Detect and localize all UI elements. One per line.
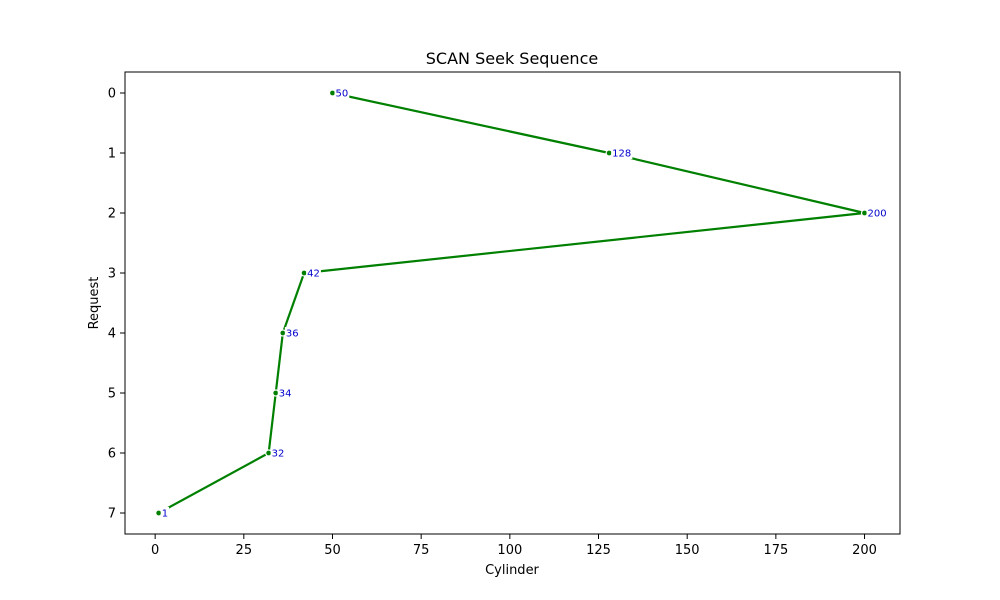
x-tick-label: 75: [413, 543, 430, 558]
data-label-background: [277, 387, 293, 399]
data-label-background: [284, 327, 300, 339]
x-tick-label: 200: [852, 543, 877, 558]
series-line: [158, 91, 866, 514]
y-tick-label: 5: [108, 387, 116, 402]
x-axis-label: Cylinder: [485, 563, 539, 578]
y-axis-label: Request: [87, 277, 102, 330]
data-label: 42: [307, 269, 320, 280]
x-tick-label: 150: [675, 543, 700, 558]
data-label: 36: [286, 329, 299, 340]
x-tick-label: 50: [324, 543, 341, 558]
data-label-background: [611, 147, 633, 159]
y-axis: 0 1 2 3 4 5 6 7: [108, 87, 125, 522]
data-series: [155, 89, 869, 517]
y-tick-label: 1: [108, 147, 116, 162]
chart-title: SCAN Seek Sequence: [426, 49, 598, 68]
x-tick-label: 175: [763, 543, 788, 558]
data-label: 128: [612, 149, 631, 160]
data-label: 32: [272, 449, 285, 460]
data-label: 200: [868, 209, 887, 220]
x-tick-label: 100: [497, 543, 522, 558]
data-label: 34: [279, 389, 292, 400]
y-tick-label: 2: [108, 207, 116, 222]
data-label-background: [334, 87, 350, 99]
data-label-background: [866, 207, 888, 219]
x-axis: 0 25 50 75 100 125 150 175 200: [151, 534, 877, 558]
x-tick-label: 125: [586, 543, 611, 558]
data-label: 50: [335, 89, 348, 100]
y-tick-label: 6: [108, 447, 116, 462]
x-tick-label: 25: [236, 543, 253, 558]
y-tick-label: 7: [108, 507, 116, 522]
data-label-background: [160, 507, 170, 519]
data-label-background: [306, 267, 321, 279]
data-label: 1: [162, 509, 168, 520]
data-label-background: [270, 447, 286, 459]
y-tick-label: 4: [108, 327, 116, 342]
x-tick-label: 0: [151, 543, 159, 558]
plot-area: [124, 71, 901, 535]
y-tick-label: 3: [108, 267, 116, 282]
y-tick-label: 0: [108, 87, 116, 102]
data-labels: 50 128 200 42 36 34 32 1: [160, 87, 888, 520]
